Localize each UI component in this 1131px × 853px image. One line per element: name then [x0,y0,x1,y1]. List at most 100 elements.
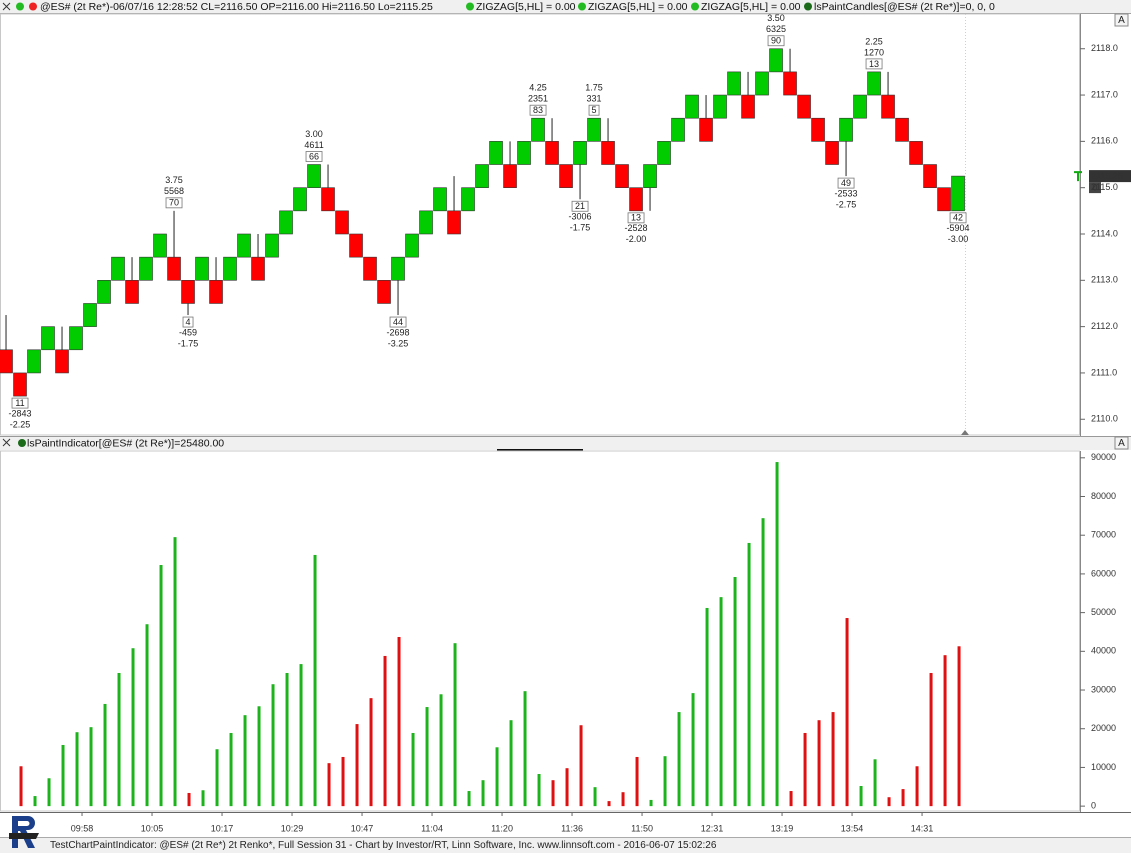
pivot-change: 3.75 [165,175,183,185]
pivot-count: 90 [771,36,781,46]
pivot-change: -2.00 [626,234,647,244]
pivot-count-box [627,212,645,224]
indicator-bar [663,756,667,807]
y-tick-label: 2117.0 [1091,89,1118,99]
x-tick-label: 13:54 [841,823,864,833]
indicator-bar [159,565,163,807]
pivot-count-box [11,397,29,409]
indicator-bar [593,787,597,807]
indicator-text: lsPaintIndicator[@ES# (2t Re*)]=25480.00 [27,437,224,449]
autoscale-button[interactable] [1114,436,1129,450]
renko-brick [923,164,937,188]
indicator-bar [201,790,205,807]
indicator-bar [215,749,219,807]
renko-brick [503,164,517,188]
y-tick-label: 50000 [1091,607,1116,617]
close-button[interactable] [2,438,11,447]
pivot-volume: -2533 [835,188,858,198]
y-tick-label: 2115.0 [1091,182,1118,192]
pivot-change: -1.75 [178,338,199,348]
x-tick-label: 10:47 [351,823,374,833]
indicator-bar [887,797,891,807]
status-dot [804,2,812,11]
renko-brick [405,233,419,258]
indicator-bar [635,756,639,807]
pivot-volume: -2698 [387,327,410,337]
indicator-bar [831,712,835,807]
pivot-volume: -2528 [625,223,648,233]
indicator-bar [565,768,569,807]
status-dot [29,2,37,11]
pivot-change: 2.25 [865,36,883,46]
pivot-count: 4 [186,317,191,327]
renko-brick [55,349,69,374]
renko-brick [279,210,293,235]
indicator-bar [467,791,471,807]
indicator-bar [341,756,345,807]
indicator-bar [145,624,149,807]
indicator-bar [537,774,541,807]
indicator-bar [817,720,821,807]
pivot-volume: -2843 [9,408,32,418]
renko-brick [671,117,685,142]
renko-brick [489,141,503,165]
renko-brick [139,256,153,281]
close-button[interactable] [2,2,11,11]
pivot-count-box [571,200,589,212]
pivot-change: 1.75 [585,83,603,93]
pivot-count: 66 [309,151,319,161]
indicator-bar [0,436,1131,450]
indicator-bar [103,703,107,807]
pivot-count: 13 [869,59,879,69]
quote-text: @ES# (2t Re*)-06/07/16 12:28:52 CL=2116.… [40,1,433,13]
indicator-bar [33,796,37,807]
bar-marker [961,430,969,435]
indicator-bar [229,732,233,807]
indicator-bar [257,706,261,807]
indicator-bar [775,462,779,807]
indicator-bar [61,744,65,807]
renko-brick [881,94,895,119]
pivot-change: -2.75 [836,199,857,209]
indicator-bar [243,715,247,807]
indicator-bar [327,763,331,807]
renko-brick [601,141,615,165]
renko-brick [475,164,489,188]
indicator-bar [523,691,527,807]
autoscale-label[interactable]: A [1118,438,1125,449]
indicator-bar [453,643,457,807]
renko-brick [377,280,391,304]
renko-brick [13,372,27,397]
renko-brick [951,175,965,212]
pivot-change: 4.25 [529,83,547,93]
renko-brick [755,71,769,96]
indicator-bar [607,801,611,807]
x-tick-label: 10:05 [141,823,164,833]
indicator-text: lsPaintCandles[@ES# (2t Re*)]=0, 0, 0 [814,1,995,13]
indicator-text: ZIGZAG[5,HL] = 0.00 [588,1,688,13]
pivot-count-box [837,177,855,189]
pivot-change: -2.25 [10,419,31,429]
renko-brick [853,94,867,119]
indicator-bar [915,766,919,807]
autoscale-button[interactable] [1114,13,1129,27]
indicator-bar [873,759,877,807]
renko-brick [321,187,335,212]
renko-brick [251,256,265,281]
renko-brick [685,94,699,119]
renko-brick [433,187,447,212]
renko-brick [825,141,839,165]
indicator-bar [943,655,947,807]
renko-brick [223,256,237,281]
pivot-volume: -459 [179,327,197,337]
y-tick-label: 2116.0 [1091,136,1118,146]
autoscale-label[interactable]: A [1118,15,1125,26]
indicator-bar [649,799,653,807]
pivot-count: 44 [393,317,403,327]
status-dot [16,2,24,11]
footer-bar [0,837,1131,853]
renko-brick [349,233,363,258]
y-tick-label: 2113.0 [1091,275,1118,285]
indicator-bar [747,542,751,807]
indicator-bar [929,672,933,807]
